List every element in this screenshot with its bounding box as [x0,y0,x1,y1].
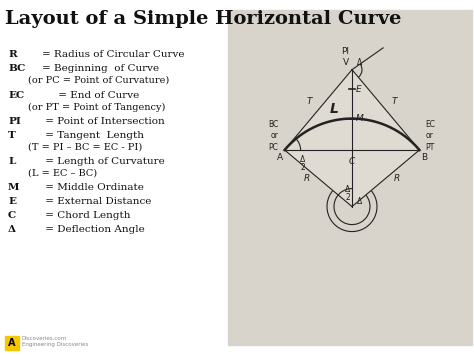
Text: M: M [8,183,19,192]
Text: L: L [329,102,338,116]
Text: E: E [8,197,16,206]
Text: R: R [394,174,400,183]
Text: EC
or
PT: EC or PT [425,120,436,152]
Text: = External Distance: = External Distance [42,197,151,206]
Polygon shape [284,70,419,207]
Text: (L = EC – BC): (L = EC – BC) [28,169,97,178]
Text: L: L [8,157,15,166]
Text: M: M [356,114,364,123]
Text: T: T [307,97,312,106]
Text: R: R [8,50,17,59]
Text: BC
or
PC: BC or PC [268,120,279,152]
Text: = Deflection Angle: = Deflection Angle [42,225,145,234]
Text: = Chord Length: = Chord Length [42,211,130,220]
Text: = Radius of Circular Curve: = Radius of Circular Curve [42,50,184,59]
Text: C: C [349,157,355,166]
Text: = Tangent  Length: = Tangent Length [42,131,144,140]
Text: = End of Curve: = End of Curve [42,91,139,100]
Text: = Length of Curvature: = Length of Curvature [42,157,165,166]
Text: (or PT = Point of Tangency): (or PT = Point of Tangency) [28,103,165,112]
Text: EC: EC [8,91,24,100]
Text: = Beginning  of Curve: = Beginning of Curve [42,64,159,73]
Text: PI
V: PI V [341,47,349,67]
Text: E: E [356,85,362,94]
Text: Δ: Δ [8,225,16,234]
Text: Δ
2: Δ 2 [300,155,305,172]
Bar [228,10,472,345]
Text: B: B [421,153,428,162]
Text: Δ: Δ [357,197,362,206]
Text: C: C [8,211,16,220]
Text: (T = PI – BC = EC - PI): (T = PI – BC = EC - PI) [28,143,142,152]
Text: = Middle Ordinate: = Middle Ordinate [42,183,144,192]
Text: Discoveries.com
Engineering Discoveries: Discoveries.com Engineering Discoveries [22,336,88,347]
Text: = Point of Intersection: = Point of Intersection [42,117,165,126]
Text: T: T [392,97,397,106]
Text: Δ
2: Δ 2 [346,185,351,202]
Bar [5,336,19,350]
Text: A: A [276,153,283,162]
Text: T: T [8,131,16,140]
Text: PI: PI [8,117,21,126]
Text: R: R [304,174,310,183]
Text: BC: BC [8,64,25,73]
Text: Layout of a Simple Horizontal Curve: Layout of a Simple Horizontal Curve [5,10,401,28]
Text: Δ: Δ [357,58,362,67]
Text: (or PC = Point of Curvature): (or PC = Point of Curvature) [28,76,169,85]
Text: A: A [8,338,16,348]
